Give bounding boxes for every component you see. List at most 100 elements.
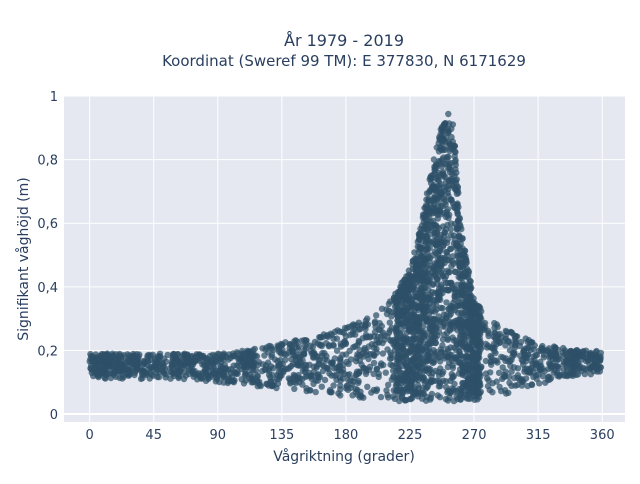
scatter-point [444,286,451,293]
scatter-point [426,378,433,386]
scatter-point [98,370,105,377]
scatter-point [466,374,474,381]
scatter-point [514,372,522,379]
scatter-point [386,319,393,326]
scatter-point [446,268,453,276]
scatter-point [135,359,143,366]
scatter-point [422,397,430,404]
scatter-point [279,360,286,368]
scatter-point [554,372,561,379]
scatter-point [546,376,553,383]
scatter-point [153,369,160,376]
scatter-point [482,357,490,365]
scatter-point [436,291,443,299]
scatter-point [457,314,464,321]
scatter-point [403,335,410,342]
scatter-point [375,339,382,346]
scatter-point [435,225,442,232]
scatter-point [246,375,253,382]
x-tick-label: 270 [462,428,487,443]
scatter-point [435,372,443,379]
scatter-point [520,348,527,355]
scatter-point [433,349,440,356]
scatter-point [447,245,455,252]
scatter-point [390,367,397,374]
scatter-point [236,358,243,366]
scatter-point [263,380,271,388]
scatter-point [426,244,433,252]
x-axis-label: Vågriktning (grader) [273,448,415,465]
scatter-point [378,322,385,330]
scatter-point [321,349,328,357]
scatter-point [306,387,313,394]
scatter-point [279,369,287,376]
scatter-point [561,372,568,379]
scatter-point [539,342,546,350]
scatter-point [455,233,462,240]
scatter-point [339,375,347,382]
scatter-point [400,278,407,285]
scatter-point [404,368,411,375]
scatter-point [458,331,465,338]
scatter-point [333,347,341,354]
scatter-point [440,154,447,161]
scatter-point [443,299,450,306]
scatter-point [212,358,219,365]
scatter-point [159,363,167,370]
scatter-point [587,350,594,357]
scatter-point [471,347,479,354]
scatter-point [259,345,266,352]
scatter-point [427,293,435,300]
scatter-point [418,292,426,299]
scatter-point [492,349,499,357]
scatter-point [493,341,500,348]
scatter-point [384,346,391,353]
scatter-point [377,393,385,401]
scatter-point [433,306,440,313]
scatter-point [398,326,405,333]
scatter-point [477,373,484,380]
scatter-point [324,333,332,340]
scatter-point [370,333,378,340]
scatter-point [206,352,214,360]
scatter-point [435,313,442,320]
y-tick-label: 0,6 [37,217,58,232]
scatter-point [430,358,438,366]
scatter-point [425,345,433,352]
scatter-point [492,334,499,342]
scatter-point [439,194,447,201]
scatter-point [464,353,471,360]
scatter-point [449,121,457,128]
scatter-point [291,385,298,392]
scatter-point [563,363,570,371]
scatter-point [318,383,325,390]
scatter-point [439,305,446,312]
scatter-point [301,368,309,376]
scatter-point [460,252,468,260]
scatter-point [403,363,410,370]
scatter-point [467,285,474,292]
scatter-point [463,329,470,336]
scatter-point [262,365,269,373]
scatter-point [447,145,454,152]
scatter-point [450,203,457,210]
scatter-point [312,388,319,396]
scatter-point [423,233,430,240]
scatter-point [447,231,455,239]
scatter-point [424,352,431,359]
scatter-point [413,275,421,283]
scatter-point [425,197,432,204]
scatter-point [87,350,94,358]
scatter-point [195,371,202,378]
scatter-point [448,197,455,204]
scatter-point [433,323,440,330]
scatter-point [429,329,436,336]
scatter-point [254,373,261,380]
scatter-point [452,268,459,276]
y-tick-label: 0 [50,408,58,423]
scatter-point [540,354,547,361]
scatter-point [220,379,227,386]
scatter-point [443,239,451,246]
scatter-point [444,389,451,396]
scatter-point [321,376,329,384]
